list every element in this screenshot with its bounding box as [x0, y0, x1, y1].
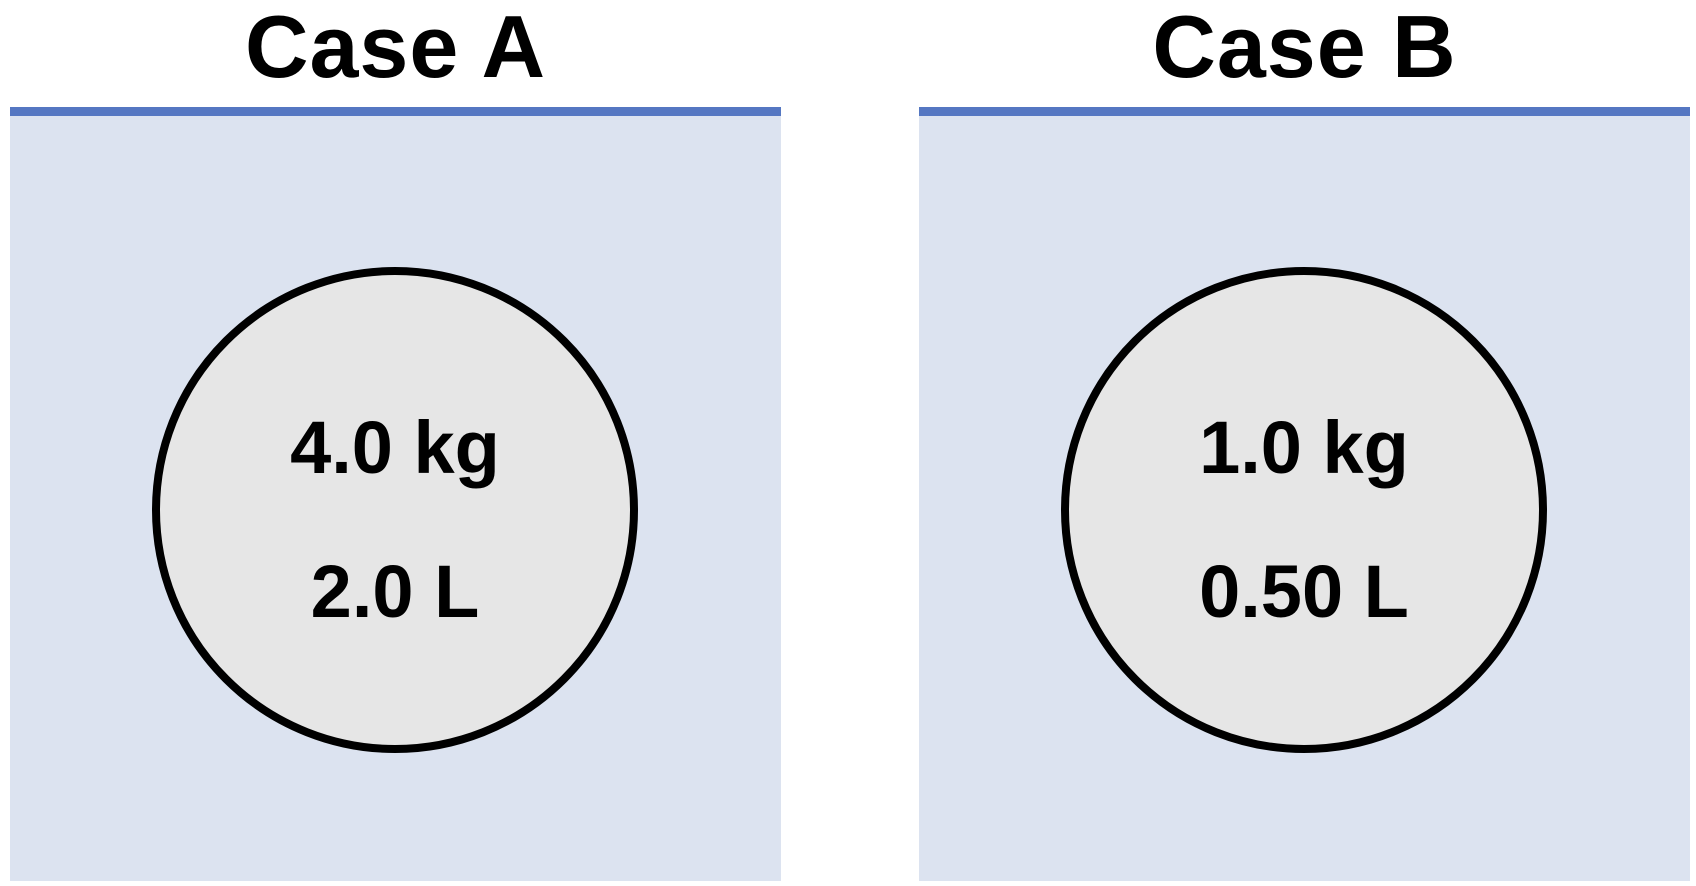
case-b-title: Case B [1152, 0, 1457, 96]
case-b-submerged-object: 1.0 kg 0.50 L [1061, 267, 1547, 753]
case-a-mass-label: 4.0 kg [290, 406, 500, 489]
case-b-panel: Case B 1.0 kg 0.50 L [919, 0, 1690, 886]
case-b-mass-label: 1.0 kg [1199, 406, 1409, 489]
case-b-volume-label: 0.50 L [1199, 550, 1409, 633]
case-a-title: Case A [244, 0, 547, 96]
case-a-fluid-surface [10, 107, 781, 116]
case-b-fluid-surface [919, 107, 1690, 116]
case-a-submerged-object: 4.0 kg 2.0 L [152, 267, 638, 753]
case-a-volume-label: 2.0 L [310, 550, 480, 633]
case-a-panel: Case A 4.0 kg 2.0 L [10, 0, 781, 886]
